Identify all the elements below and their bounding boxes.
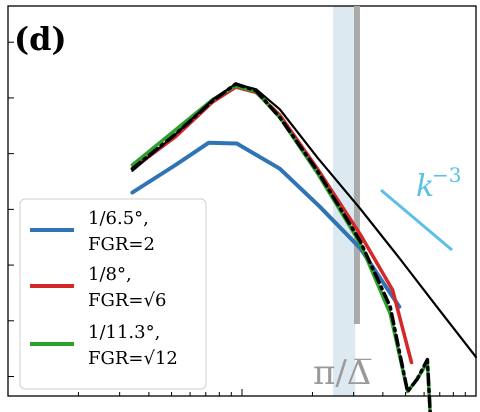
legend-label-line2-1: FGR=√6 xyxy=(88,290,166,311)
slope-label: k xyxy=(416,169,434,204)
legend-label-line1-0: 1/6.5°, xyxy=(88,208,149,229)
shaded-band xyxy=(333,6,356,396)
slope-reference-line xyxy=(380,188,453,252)
slope-exponent: −3 xyxy=(432,163,461,187)
labels-layer: (d) π/Δ̅ xyxy=(14,20,371,393)
series-line-0 xyxy=(130,140,402,309)
series-line-4 xyxy=(131,82,478,359)
series-layer xyxy=(130,82,478,412)
pi-over-delta-label: π/Δ̅ xyxy=(313,353,371,393)
legend-layer: 1/6.5°, FGR=2 1/8°, FGR=√6 1/11.3°, FGR=√12 xyxy=(19,198,207,390)
reference-slope-layer: k−3 xyxy=(380,163,461,252)
legend-label-line1-2: 1/11.3°, xyxy=(88,322,160,343)
axes-layer xyxy=(7,5,477,397)
legend-box xyxy=(19,198,207,390)
legend-label-line2-2: FGR=√12 xyxy=(88,348,178,369)
panel-label: (d) xyxy=(14,20,67,58)
legend-label-line1-1: 1/8°, xyxy=(88,264,132,285)
legend-label-line2-0: FGR=2 xyxy=(88,234,155,255)
band-layer xyxy=(333,6,356,396)
